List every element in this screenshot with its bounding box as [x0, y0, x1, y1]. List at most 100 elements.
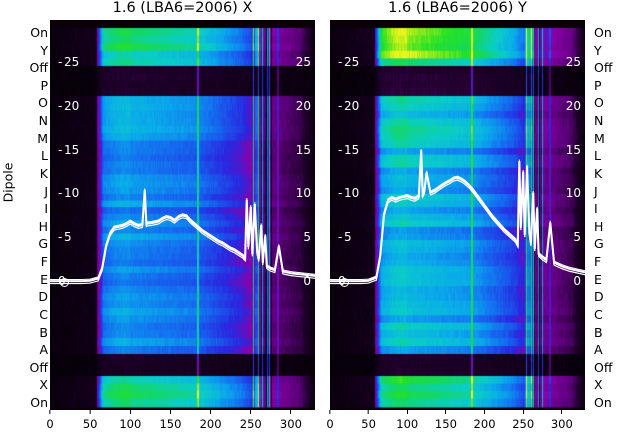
y-tick-label-5-left: -5	[338, 231, 352, 243]
y-tick-label-25-left: -25	[338, 56, 359, 68]
category-label-p-3: P	[40, 77, 48, 93]
panel-x-title: 1.6 (LBA6=2006) X	[112, 0, 253, 16]
y-tick-text: 10	[64, 186, 80, 201]
overlay-trace-line-0	[50, 189, 316, 283]
category-label-n-5: N	[38, 113, 48, 129]
category-label-m-6: M	[37, 130, 48, 146]
category-label-l-7: L	[594, 148, 601, 164]
category-label-on-0: On	[594, 25, 612, 40]
category-axis-right: On Y Off P O N M L K J I H G F E D C B A Off X On	[594, 20, 638, 410]
x-tick-mark	[445, 410, 447, 414]
y-tick-text: 5	[64, 230, 72, 245]
x-tick-label: 200	[473, 417, 496, 431]
category-label-o-4: O	[594, 95, 604, 111]
x-tick-mark	[49, 410, 51, 414]
panel-y-heatmap[interactable]	[330, 20, 585, 410]
panel-y-title: 1.6 (LBA6=2006) Y	[388, 0, 527, 16]
y-tick-label-10-left: -10	[58, 187, 79, 199]
category-label-h-11: H	[38, 218, 48, 234]
x-tick-label: 300	[279, 417, 302, 431]
x-tick-label: 0	[326, 417, 334, 431]
category-label-o-4: O	[38, 95, 48, 111]
y-tick-label-25-left: -25	[58, 56, 79, 68]
category-axis-left: On Y Off P O N M L K J I H G F E D C B A Off X On	[4, 20, 48, 410]
category-label-i-10: I	[594, 201, 598, 217]
category-label-b-17: B	[39, 324, 48, 340]
y-tick-text: 20	[344, 98, 360, 113]
panel-y: 1.6 (LBA6=2006) Y 0 0-5 5-10 10-15 15-20 20-2…	[330, 0, 586, 410]
y-tick-label-25-right: 25	[565, 55, 581, 69]
category-label-l-7: L	[41, 148, 48, 164]
category-label-p-3: P	[594, 77, 602, 93]
y-tick-label-10-right: 10	[295, 186, 311, 201]
category-label-f-13: F	[594, 254, 602, 270]
category-label-y-1: Y	[40, 42, 48, 58]
x-tick-label: 100	[119, 417, 142, 431]
y-tick-text: 25	[344, 55, 360, 69]
category-label-j-9: J	[594, 183, 598, 199]
x-tick-mark	[169, 410, 171, 414]
x-tick-label: 100	[396, 417, 419, 431]
x-tick-0: 0	[326, 410, 334, 431]
x-axis-panel-x: 0 50 100 150 200 250 300	[46, 410, 315, 440]
category-label-g-12: G	[594, 236, 604, 252]
y-tick-mark: -	[338, 142, 343, 157]
category-label-h-11: H	[594, 218, 604, 234]
panel-x: 1.6 (LBA6=2006) X 0 0-5 5-10 10-15 15-20 20-2…	[50, 0, 316, 410]
x-tick-label: 250	[512, 417, 535, 431]
category-label-g-12: G	[38, 236, 48, 252]
y-tick-mark: -	[58, 55, 63, 69]
x-tick-mark	[290, 410, 292, 414]
x-tick-200: 200	[474, 410, 496, 431]
category-label-k-8: K	[39, 165, 48, 181]
x-tick-mark	[522, 410, 524, 414]
y-tick-mark: -	[338, 55, 343, 69]
category-label-off-19: Off	[29, 359, 48, 375]
y-tick-label-0-right: 0	[303, 274, 311, 288]
x-tick-label: 150	[434, 417, 457, 431]
x-tick-mark	[250, 410, 252, 414]
x-tick-label: 0	[46, 417, 54, 431]
y-tick-mark: -	[58, 186, 63, 201]
overlay-trace-line-1	[330, 152, 586, 285]
y-tick-label-15-right: 15	[295, 142, 311, 157]
x-tick-mark	[129, 410, 131, 414]
x-tick-50: 50	[83, 410, 97, 431]
category-label-a-18: A	[39, 342, 48, 358]
y-tick-label-0-right: 0	[573, 274, 581, 288]
y-tick-label-15-left: -15	[338, 144, 359, 156]
y-tick-label-20-left: -20	[338, 100, 359, 112]
overlay-trace-line-0	[330, 150, 586, 283]
x-tick-250: 250	[512, 410, 534, 431]
category-label-b-17: B	[594, 324, 603, 340]
y-tick-label-20-left: -20	[58, 100, 79, 112]
category-label-x-20: X	[594, 377, 603, 393]
heatmap-canvas	[330, 20, 585, 410]
overlay-trace-line-2	[50, 188, 316, 281]
x-tick-100: 100	[396, 410, 418, 431]
x-tick-mark	[210, 410, 212, 414]
overlay-trace-line-1	[50, 192, 316, 285]
category-label-i-10: I	[44, 201, 48, 217]
panel-y-overlay-trace	[330, 148, 586, 285]
category-label-off-2: Off	[594, 60, 613, 76]
category-label-e-14: E	[594, 271, 602, 287]
x-tick-label: 150	[159, 417, 182, 431]
category-label-x-20: X	[39, 377, 48, 393]
y-tick-text: 15	[64, 142, 80, 157]
category-label-on-0: On	[30, 25, 48, 40]
category-label-on-21: On	[594, 395, 612, 410]
zero-marker	[340, 278, 349, 287]
x-tick-label: 300	[550, 417, 573, 431]
y-tick-label-15-right: 15	[565, 142, 581, 157]
x-tick-mark	[484, 410, 486, 414]
category-label-e-14: E	[40, 271, 48, 287]
y-tick-label-20-right: 20	[565, 98, 581, 113]
y-tick-text: 5	[344, 230, 352, 245]
y-tick-text: 20	[64, 98, 80, 113]
category-label-c-16: C	[594, 306, 603, 322]
x-tick-0: 0	[46, 410, 54, 431]
x-tick-mark	[329, 410, 331, 414]
x-tick-300: 300	[551, 410, 573, 431]
